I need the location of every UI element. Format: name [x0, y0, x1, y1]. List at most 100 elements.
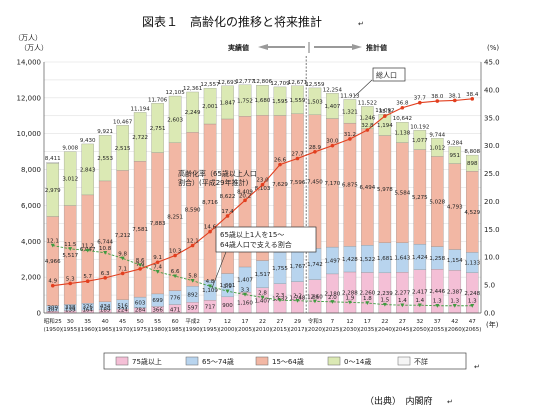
support-ratio-label: 6.6 — [171, 269, 180, 275]
x-year-label: (2035) — [358, 327, 376, 333]
aging-rate-point — [50, 283, 55, 288]
x-year-label: (1975) — [131, 327, 149, 333]
support-callout: 65歳以上1人を15〜 64歳人口で支える割合 — [211, 226, 317, 289]
bar-value-label: 1,246 — [360, 116, 376, 122]
y2-tick-label: 30.0 — [484, 142, 500, 150]
y-tick-label: 12,000 — [17, 94, 42, 102]
bar-value-label: 1,755 — [272, 266, 288, 272]
aging-rate-point — [155, 260, 160, 265]
support-ratio-label: 1.5 — [380, 298, 389, 304]
bar-value-label: 7,212 — [115, 233, 131, 239]
bar-total-label: 12,693 — [218, 80, 238, 86]
bar-value-label: 6,744 — [97, 239, 113, 245]
aging-rate-point — [190, 243, 195, 248]
aging-rate-label: 35.3 — [379, 109, 392, 115]
bar-value-label: 1,860 — [307, 294, 323, 300]
support-ratio-label: 1.8 — [363, 296, 372, 302]
y2-tick-label: 35.0 — [484, 114, 500, 122]
aging-rate-label: 7.1 — [118, 266, 127, 272]
support-ratio-point — [243, 292, 248, 297]
bar-value-label: 898 — [467, 161, 478, 167]
bar-value-label: 2,248 — [464, 291, 480, 297]
bar-value-label: 1,680 — [255, 98, 271, 104]
bar-segment — [168, 95, 182, 143]
support-ratio-label: 1.9 — [346, 295, 355, 301]
aging-rate-label: 17.4 — [221, 209, 234, 215]
bar-value-label: 1,428 — [342, 257, 358, 263]
support-ratio-label: 8.6 — [136, 258, 145, 264]
bar-value-label: 224 — [117, 308, 128, 314]
bar-value-label: 189 — [100, 308, 111, 314]
bar-value-label: 1,301 — [220, 283, 236, 289]
bar-segment — [273, 86, 287, 116]
aging-rate-label: 26.6 — [274, 158, 287, 164]
x-era-label: 平成2 — [185, 317, 200, 325]
x-era-label: 22 — [259, 319, 266, 325]
annot-rate-2: 割合）(平成29年推計) — [178, 178, 249, 187]
bar-value-label: 717 — [205, 305, 216, 311]
y2-tick-label: 20.0 — [484, 198, 500, 206]
support-ratio-label: 4.8 — [206, 279, 215, 285]
chart-title: 図表１ 高齢化の推移と将来推計 — [142, 14, 322, 29]
aging-rate-point — [400, 105, 405, 110]
projected-label: 推計値 — [366, 43, 387, 52]
x-era-label: 35 — [84, 319, 91, 325]
bar-value-label: 7,883 — [150, 221, 166, 227]
bar-value-label: 471 — [170, 308, 181, 314]
bar-value-label: 5,978 — [377, 187, 393, 193]
bar-total-label: 9,921 — [97, 129, 113, 135]
support-ratio-point — [435, 304, 440, 308]
y-tick-label: 0 — [37, 310, 41, 318]
x-year-label: (1970) — [114, 327, 132, 333]
support-ratio-point — [50, 243, 55, 248]
x-era-label: 30 — [67, 319, 74, 325]
annot-support-1: 65歳以上1人を15〜 — [220, 230, 284, 239]
bar-segment — [448, 146, 462, 164]
legend-label: 15〜64歳 — [272, 357, 304, 366]
bar-value-label: 2,603 — [167, 117, 183, 123]
aging-rate-callout: 高齢化率（65歳以上人口 割合）(平成29年推計) — [178, 169, 257, 187]
bar-segment — [256, 85, 269, 116]
bar-value-label: 1,160 — [237, 301, 253, 307]
bar-value-label: 1,109 — [202, 288, 218, 294]
support-ratio-point — [470, 304, 475, 308]
x-year-label: (2017) — [288, 327, 306, 333]
aging-rate-point — [348, 137, 352, 141]
support-ratio-point — [173, 274, 178, 279]
aging-rate-label: 31.2 — [344, 132, 356, 138]
y-tick-label: 10,000 — [17, 130, 42, 138]
bar-value-label: 2,387 — [447, 290, 463, 296]
support-ratio-point — [190, 278, 195, 283]
support-ratio-point — [85, 248, 90, 253]
aging-rate-label: 20.2 — [239, 193, 251, 199]
aging-rate-point — [85, 279, 90, 284]
bar-total-label: 9,284 — [447, 141, 463, 147]
support-ratio-label: 2.0 — [328, 295, 337, 301]
aging-rate-label: 6.3 — [101, 271, 110, 277]
bar-segment — [343, 99, 357, 124]
bar-segment — [465, 154, 479, 172]
annot-support-2: 64歳人口で支える割合 — [220, 240, 292, 249]
x-era-label: 12 — [224, 319, 231, 325]
aging-rate-point — [260, 182, 265, 187]
bar-value-label: 2,239 — [377, 291, 393, 297]
bar-value-label: 5,517 — [62, 253, 78, 259]
bar-segment — [186, 91, 199, 133]
aging-rate-label: 10.3 — [169, 249, 182, 255]
legend-label: 65〜74歳 — [202, 357, 234, 366]
x-year-label: (2020) — [306, 327, 324, 333]
aging-rate-label: 36.8 — [396, 101, 409, 107]
bar-value-label: 7,629 — [272, 182, 288, 188]
x-era-label: 40 — [102, 319, 109, 325]
bar-value-label: 6,494 — [360, 185, 376, 191]
bar-value-label: 2,553 — [97, 156, 113, 162]
bar-segment — [378, 113, 392, 136]
x-year-label: (1990) — [183, 327, 201, 333]
bar-value-label: 7,596 — [290, 180, 306, 186]
bar-total-label: 12,709 — [270, 81, 290, 87]
bar-value-label: 4,793 — [447, 205, 463, 211]
bar-value-label: 8,716 — [202, 200, 218, 206]
bar-total-label: 11,092 — [375, 108, 394, 114]
axes: 0 2,000 4,000 6,000 8,000 10,000 12,000 14,000 0… — [17, 59, 500, 318]
bar-value-label: 8,622 — [220, 194, 236, 200]
